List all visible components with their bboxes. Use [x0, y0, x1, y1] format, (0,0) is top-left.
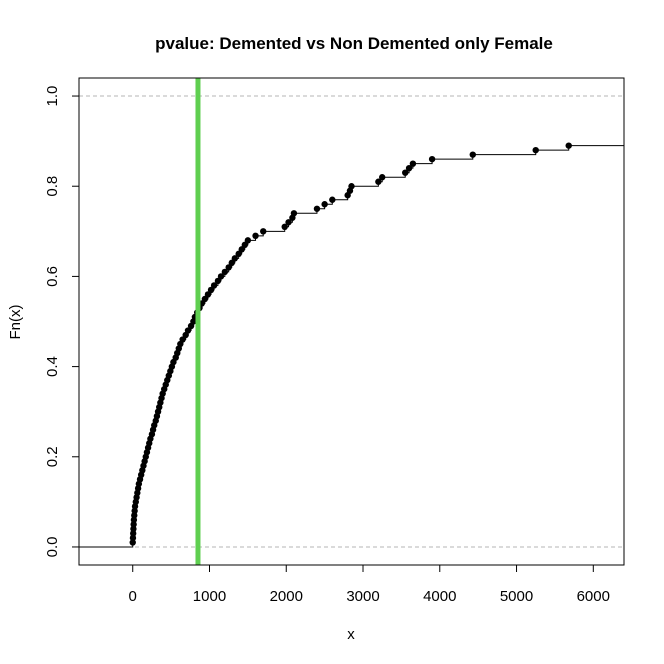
- data-point: [204, 291, 212, 298]
- data-point: [348, 183, 355, 190]
- y-tick-label: 0.6: [44, 266, 61, 287]
- data-point: [469, 151, 476, 158]
- data-point: [129, 530, 137, 537]
- data-point: [321, 201, 328, 208]
- data-point: [231, 255, 239, 262]
- data-point: [313, 205, 321, 212]
- data-point: [235, 250, 242, 258]
- data-point: [285, 219, 292, 226]
- y-tick-label: 0.4: [44, 356, 61, 377]
- data-point: [281, 223, 288, 231]
- data-point: [184, 327, 192, 334]
- x-axis-label: x: [347, 626, 355, 643]
- data-point: [290, 210, 298, 217]
- data-point: [228, 259, 235, 267]
- chart-title: pvalue: Demented vs Non Demented only Fe…: [155, 34, 553, 53]
- data-point: [129, 539, 136, 546]
- data-point: [379, 174, 386, 181]
- y-tick-label: 0.2: [44, 446, 61, 467]
- y-tick-label: 0.0: [44, 537, 61, 558]
- x-tick-label: 1000: [193, 588, 226, 605]
- ecdf-points: [129, 142, 572, 546]
- data-point: [375, 178, 382, 185]
- x-tick-label: 5000: [500, 588, 533, 605]
- ecdf-step-line: [79, 145, 624, 548]
- data-point: [207, 286, 215, 294]
- x-tick-label: 0: [129, 588, 137, 605]
- data-point: [260, 228, 267, 235]
- data-point: [130, 521, 137, 528]
- data-point: [532, 146, 539, 154]
- data-point: [201, 295, 209, 303]
- plot-frame: [78, 77, 625, 566]
- data-point: [217, 273, 225, 280]
- data-point: [225, 264, 232, 271]
- reference-lines: [79, 95, 624, 548]
- data-point: [565, 142, 572, 149]
- data-point: [210, 282, 218, 289]
- data-point: [179, 336, 186, 343]
- data-point: [329, 196, 336, 203]
- data-point: [402, 169, 409, 176]
- x-axis: 0 1000 2000 3000 4000 5000 6000: [129, 564, 610, 605]
- data-point: [244, 237, 252, 244]
- x-tick-label: 2000: [270, 588, 303, 605]
- y-tick-label: 1.0: [44, 86, 61, 107]
- data-point: [214, 277, 222, 285]
- y-tick-label: 0.8: [44, 176, 61, 197]
- y-axis: 0.0 0.2 0.4 0.6 0.8 1.0: [44, 86, 80, 558]
- x-tick-label: 4000: [423, 588, 456, 605]
- data-point: [130, 525, 137, 533]
- data-point: [129, 534, 137, 542]
- data-point: [428, 155, 436, 163]
- data-point: [252, 232, 259, 240]
- data-point: [409, 160, 417, 167]
- ecdf-steps: [79, 145, 624, 548]
- data-point: [241, 241, 249, 249]
- data-point: [238, 246, 245, 253]
- data-point: [405, 164, 413, 172]
- x-tick-label: 6000: [577, 588, 610, 605]
- y-axis-label: Fn(x): [7, 305, 24, 340]
- data-point: [221, 268, 229, 276]
- x-tick-label: 3000: [346, 588, 379, 605]
